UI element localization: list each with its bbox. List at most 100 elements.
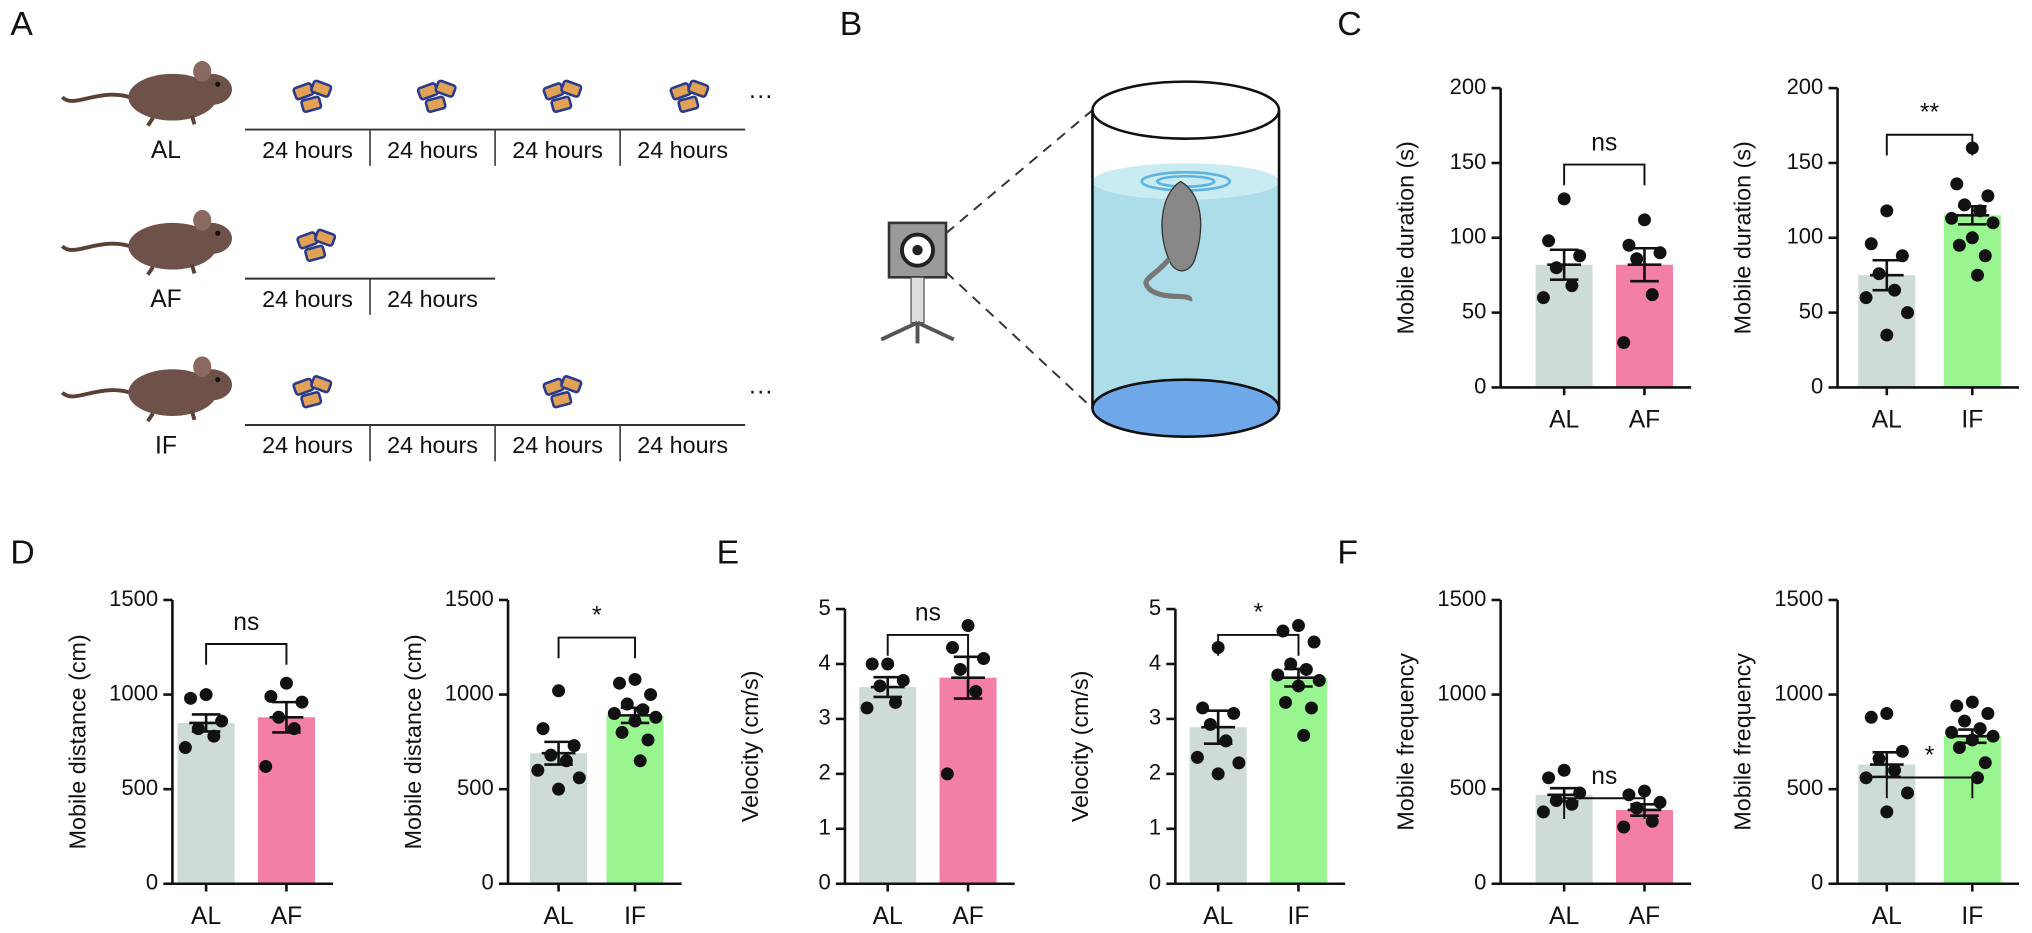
x-tick-label: IF <box>624 903 646 930</box>
y-tick-label: 1000 <box>445 680 494 705</box>
data-point <box>1219 734 1233 748</box>
y-axis-label: Mobile duration (s) <box>1392 141 1418 334</box>
data-point <box>536 722 550 736</box>
data-point <box>1312 673 1326 687</box>
data-point <box>178 741 192 755</box>
forced-swim-illustration <box>880 80 1281 438</box>
data-point <box>1549 261 1563 275</box>
panel-label: B <box>840 6 862 43</box>
bar-chart: AL AF 0 50 100 150 200 Mobile duration (s) ns <box>1392 74 1692 434</box>
mouse-ear <box>193 209 212 231</box>
data-point <box>1536 291 1550 305</box>
bar-chart: AL IF 0 50 100 150 200 Mobile duration (s) ** <box>1729 74 2019 434</box>
food-pellet <box>300 95 323 113</box>
significance-bracket <box>1563 163 1646 186</box>
y-tick-label: 0 <box>1474 373 1486 398</box>
x-tick-label: AF <box>952 903 983 930</box>
mouse <box>1161 180 1202 272</box>
x-tick-label: AF <box>1629 407 1660 434</box>
data-point <box>1859 771 1873 785</box>
significance-label: * <box>1254 600 1264 627</box>
x-tick-label: IF <box>1961 903 1983 930</box>
data-point <box>215 714 229 728</box>
y-tick-label: 1000 <box>1437 680 1486 705</box>
data-point <box>1901 786 1915 800</box>
data-point <box>1617 336 1631 350</box>
data-point <box>889 695 902 709</box>
y-tick-label: 0 <box>1474 870 1486 895</box>
data-point <box>1573 786 1587 800</box>
data-point <box>1297 728 1311 742</box>
y-tick-label: 2 <box>1149 760 1161 785</box>
x-tick-label: AL <box>1549 903 1579 930</box>
data-point <box>1617 820 1631 834</box>
data-point <box>607 707 621 720</box>
significance-label: * <box>1925 742 1935 769</box>
data-point <box>552 684 566 698</box>
data-point <box>1565 279 1579 293</box>
food-pellet <box>550 391 573 409</box>
mouse-head <box>190 222 233 254</box>
data-point <box>1211 767 1225 781</box>
data-point <box>1279 695 1293 709</box>
data-point <box>1536 805 1550 819</box>
data-point <box>940 767 954 781</box>
error-bar <box>1955 728 1990 745</box>
x-tick-label: IF <box>1961 407 1983 434</box>
data-point <box>199 688 213 702</box>
data-point <box>1232 756 1246 770</box>
panel-label: D <box>10 535 34 572</box>
mouse-ear <box>193 356 212 378</box>
data-point <box>1880 328 1894 342</box>
mouse-tail <box>60 388 139 399</box>
data-point <box>1622 238 1636 252</box>
data-point <box>1284 657 1298 671</box>
data-point <box>1971 268 1984 282</box>
panel-label: E <box>717 535 739 572</box>
mouse-tail <box>60 92 139 103</box>
data-point <box>649 710 663 724</box>
duration-label: 24 hours <box>387 286 478 312</box>
bar <box>1943 736 2001 884</box>
y-tick-label: 3 <box>1149 705 1161 730</box>
bar-chart: AL IF 0 500 1000 1500 Mobile distance (cm) * <box>400 586 682 930</box>
data-point <box>552 782 566 796</box>
data-point <box>259 759 273 773</box>
mouse-tail <box>60 241 139 252</box>
data-point <box>1872 267 1886 281</box>
y-tick-label: 4 <box>818 650 830 675</box>
data-point <box>1981 707 1995 720</box>
y-tick-label: 50 <box>1799 298 1824 323</box>
mouse-head <box>190 73 233 105</box>
group-label: AL <box>151 137 181 164</box>
error-bar <box>1627 246 1662 283</box>
y-axis-label: Mobile duration (s) <box>1729 141 1755 334</box>
mouse-eye <box>215 230 221 236</box>
bar-chart: AL IF 0 1 2 3 4 5 Velocity (cm/s) * <box>1067 595 1346 930</box>
mouse-feet <box>146 114 197 127</box>
y-tick-label: 150 <box>1787 149 1824 174</box>
data-point <box>1645 814 1659 828</box>
error-bar <box>951 655 985 700</box>
x-tick-label: AF <box>1629 903 1660 930</box>
y-tick-label: 500 <box>1450 775 1487 800</box>
data-point <box>865 657 879 671</box>
food-icon <box>542 79 583 113</box>
food-pellet <box>687 79 710 98</box>
data-point <box>1945 211 1959 225</box>
mouse-ear <box>193 60 212 82</box>
continuation: ··· <box>748 83 773 110</box>
bar <box>1535 264 1593 388</box>
y-tick-label: 5 <box>818 595 830 620</box>
cylinder-walls <box>1091 110 1281 409</box>
x-tick-label: AL <box>1872 407 1902 434</box>
significance-bracket <box>557 636 636 659</box>
data-point <box>295 695 309 709</box>
food-pellet <box>550 95 573 113</box>
data-point <box>1304 701 1318 715</box>
data-point <box>1888 763 1902 777</box>
food-icon <box>416 79 457 113</box>
mouse-icon <box>60 209 233 276</box>
panel-label: F <box>1337 535 1358 572</box>
x-tick-label: AL <box>1203 903 1233 930</box>
